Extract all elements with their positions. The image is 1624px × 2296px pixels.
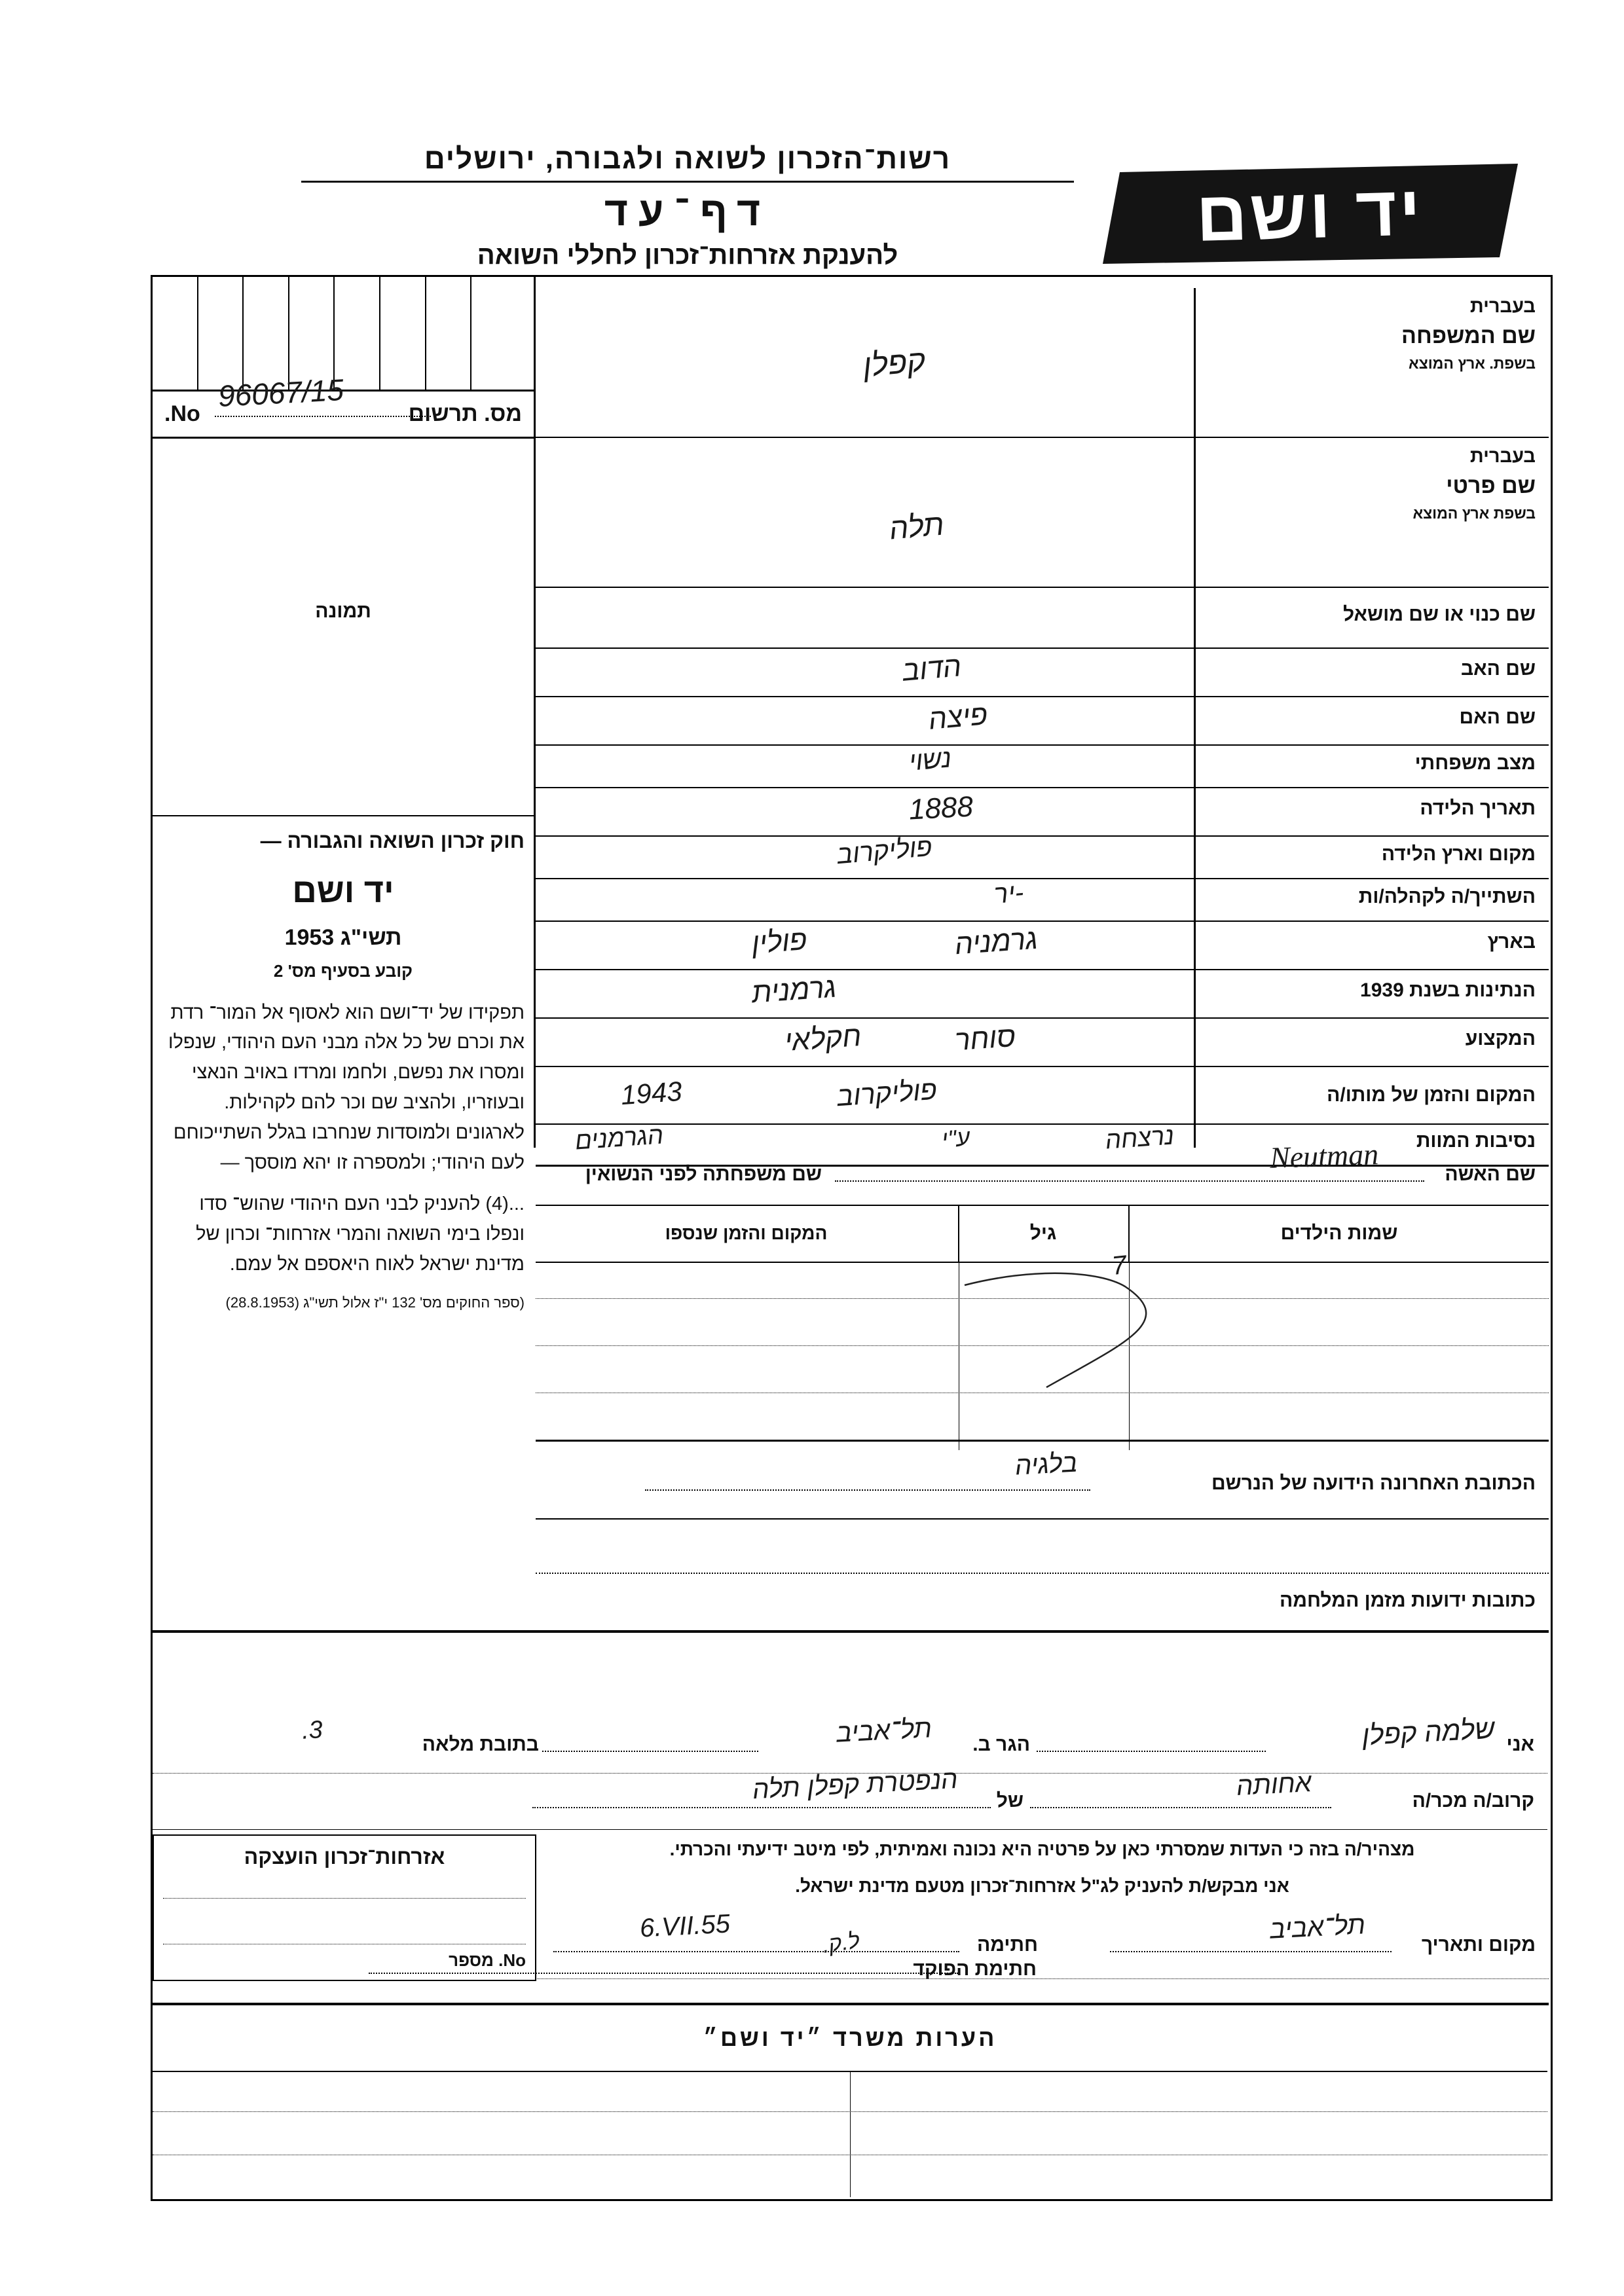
svg-text:יד ושם: יד ושם [1195, 170, 1424, 256]
